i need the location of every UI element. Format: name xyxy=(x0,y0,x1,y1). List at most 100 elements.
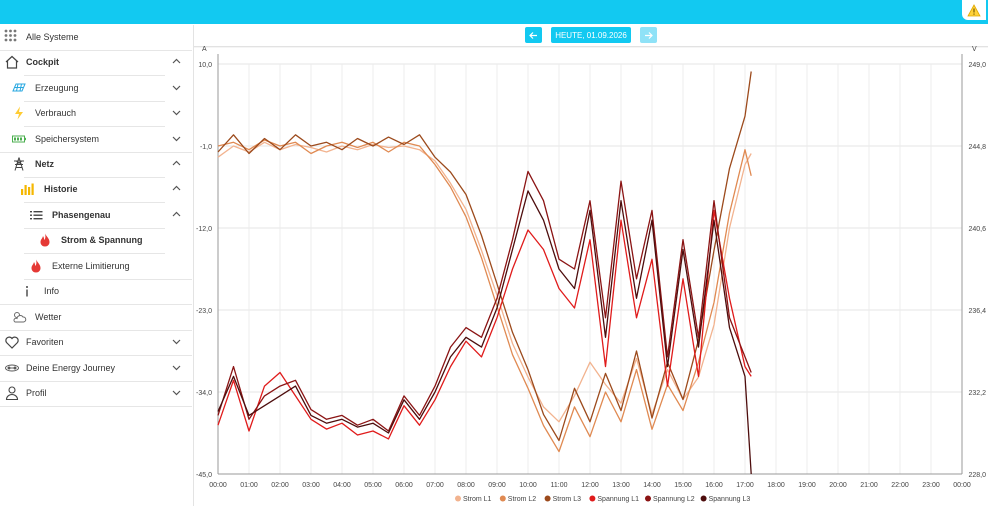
chevron-down-icon[interactable] xyxy=(172,108,181,116)
x-tick-label: 13:00 xyxy=(612,482,630,489)
nav-divider xyxy=(24,228,165,229)
nav-wetter[interactable]: Wetter xyxy=(0,305,192,330)
chevron-up-icon[interactable] xyxy=(172,210,181,218)
legend-marker xyxy=(700,495,707,502)
nav-label: Deine Energy Journey xyxy=(26,363,116,373)
y-left-tick-label: 10,0 xyxy=(198,62,212,69)
legend-marker xyxy=(455,495,461,502)
x-tick-label: 00:00 xyxy=(953,482,971,489)
nav-divider xyxy=(0,406,192,407)
nav-label: Favoriten xyxy=(26,337,64,347)
nav-label: Phasengenau xyxy=(52,210,111,220)
chevron-down-icon[interactable] xyxy=(172,388,181,396)
x-tick-label: 15:00 xyxy=(674,482,692,489)
info-icon xyxy=(19,283,35,301)
y-left-tick-label: -12,0 xyxy=(196,226,212,233)
chevron-up-icon[interactable] xyxy=(172,57,181,65)
y-right-tick-label: 228,0 xyxy=(968,472,986,479)
y-right-tick-label: 249,0 xyxy=(968,62,986,69)
battery-icon xyxy=(11,131,27,149)
x-tick-label: 12:00 xyxy=(581,482,599,489)
legend-label: Strom L3 xyxy=(553,496,582,503)
series-line-spannung-l2 xyxy=(217,170,752,432)
x-tick-label: 22:00 xyxy=(891,482,909,489)
nav-alle-systeme[interactable]: Alle Systeme xyxy=(0,25,192,50)
nav-profil[interactable]: Profil xyxy=(0,381,192,406)
series-line-strom-l1 xyxy=(217,141,752,423)
date-navigation: HEUTE, 01.09.2026 xyxy=(194,25,988,45)
nav-label: Speichersystem xyxy=(35,134,100,144)
arrow-left-icon xyxy=(529,31,537,39)
nav-cockpit[interactable]: Cockpit xyxy=(0,50,192,75)
series-line-spannung-l3 xyxy=(217,190,752,475)
x-tick-label: 04:00 xyxy=(333,482,351,489)
bar-chart-icon xyxy=(19,181,35,199)
nav-divider xyxy=(0,152,192,153)
date-picker-button[interactable]: HEUTE, 01.09.2026 xyxy=(551,27,631,43)
nav-energy-journey[interactable]: Deine Energy Journey xyxy=(0,356,192,381)
chevron-down-icon[interactable] xyxy=(172,83,181,91)
x-tick-label: 00:00 xyxy=(209,482,227,489)
nav-strom-spannung[interactable]: Strom & Spannung xyxy=(0,228,192,253)
nav-divider xyxy=(24,253,165,254)
current-voltage-chart: 10,0 -1,0 -12,0 -23,0 -34,0 -45,0 249,0 244,8 24… xyxy=(196,46,986,503)
nav-speichersystem[interactable]: Speichersystem xyxy=(0,127,192,152)
nav-phasengenau[interactable]: Phasengenau xyxy=(0,203,192,228)
chevron-down-icon[interactable] xyxy=(172,337,181,345)
x-tick-label: 17:00 xyxy=(736,482,754,489)
nav-verbrauch[interactable]: Verbrauch xyxy=(0,101,192,126)
nav-divider xyxy=(24,202,165,203)
warning-icon xyxy=(967,3,981,16)
nav-divider xyxy=(0,381,192,382)
legend-label: Spannung L1 xyxy=(597,496,639,503)
y-right-tick-label: 244,8 xyxy=(968,144,986,151)
nav-divider xyxy=(24,279,192,280)
chevron-up-icon[interactable] xyxy=(172,159,181,167)
flame-icon xyxy=(37,232,53,250)
y-left-tick-label: -23,0 xyxy=(196,308,212,315)
series-line-spannung-l1 xyxy=(217,209,752,440)
chevron-down-icon[interactable] xyxy=(172,134,181,142)
chevron-down-icon[interactable] xyxy=(172,363,181,371)
x-tick-label: 08:00 xyxy=(457,482,475,489)
nav-label: Erzeugung xyxy=(35,83,79,93)
x-tick-label: 11:00 xyxy=(551,482,568,489)
nav-divider xyxy=(0,304,192,305)
nav-divider xyxy=(24,126,165,127)
main-content: HEUTE, 01.09.2026 xyxy=(194,25,988,506)
x-tick-label: 20:00 xyxy=(829,482,847,489)
nav-externe-limitierung[interactable]: Externe Limitierung xyxy=(0,254,192,279)
weather-icon xyxy=(11,309,27,327)
legend-label: Strom L1 xyxy=(463,496,492,503)
warning-button[interactable] xyxy=(962,0,986,20)
y-right-tick-label: 236,4 xyxy=(968,308,986,315)
nav-divider xyxy=(24,101,165,102)
arrow-right-icon xyxy=(645,31,653,39)
nav-erzeugung[interactable]: Erzeugung xyxy=(0,76,192,101)
nav-divider xyxy=(0,50,192,51)
x-tick-label: 01:00 xyxy=(240,482,258,489)
legend-label: Strom L2 xyxy=(508,496,537,503)
previous-day-button[interactable] xyxy=(525,27,542,43)
nav-favoriten[interactable]: Favoriten xyxy=(0,330,192,355)
y-left-unit-label: A xyxy=(202,46,207,53)
nav-netz[interactable]: Netz xyxy=(0,152,192,177)
y-left-tick-label: -1,0 xyxy=(200,144,212,151)
legend-label: Spannung L3 xyxy=(709,496,751,503)
x-tick-label: 14:00 xyxy=(643,482,661,489)
nav-historie[interactable]: Historie xyxy=(0,177,192,202)
x-tick-label: 21:00 xyxy=(860,482,878,489)
chevron-up-icon[interactable] xyxy=(172,184,181,192)
x-tick-label: 06:00 xyxy=(395,482,413,489)
x-tick-label: 16:00 xyxy=(705,482,723,489)
nav-info[interactable]: Info xyxy=(0,279,192,304)
y-right-tick-label: 232,2 xyxy=(968,390,986,397)
y-left-tick-label: -34,0 xyxy=(196,390,212,397)
next-day-button[interactable] xyxy=(640,27,657,43)
grid-icon xyxy=(4,29,20,47)
nav-label: Historie xyxy=(44,184,78,194)
x-tick-label: 07:00 xyxy=(426,482,444,489)
user-icon xyxy=(4,385,20,403)
power-pylon-icon xyxy=(11,156,27,174)
header-shadow xyxy=(194,46,988,48)
